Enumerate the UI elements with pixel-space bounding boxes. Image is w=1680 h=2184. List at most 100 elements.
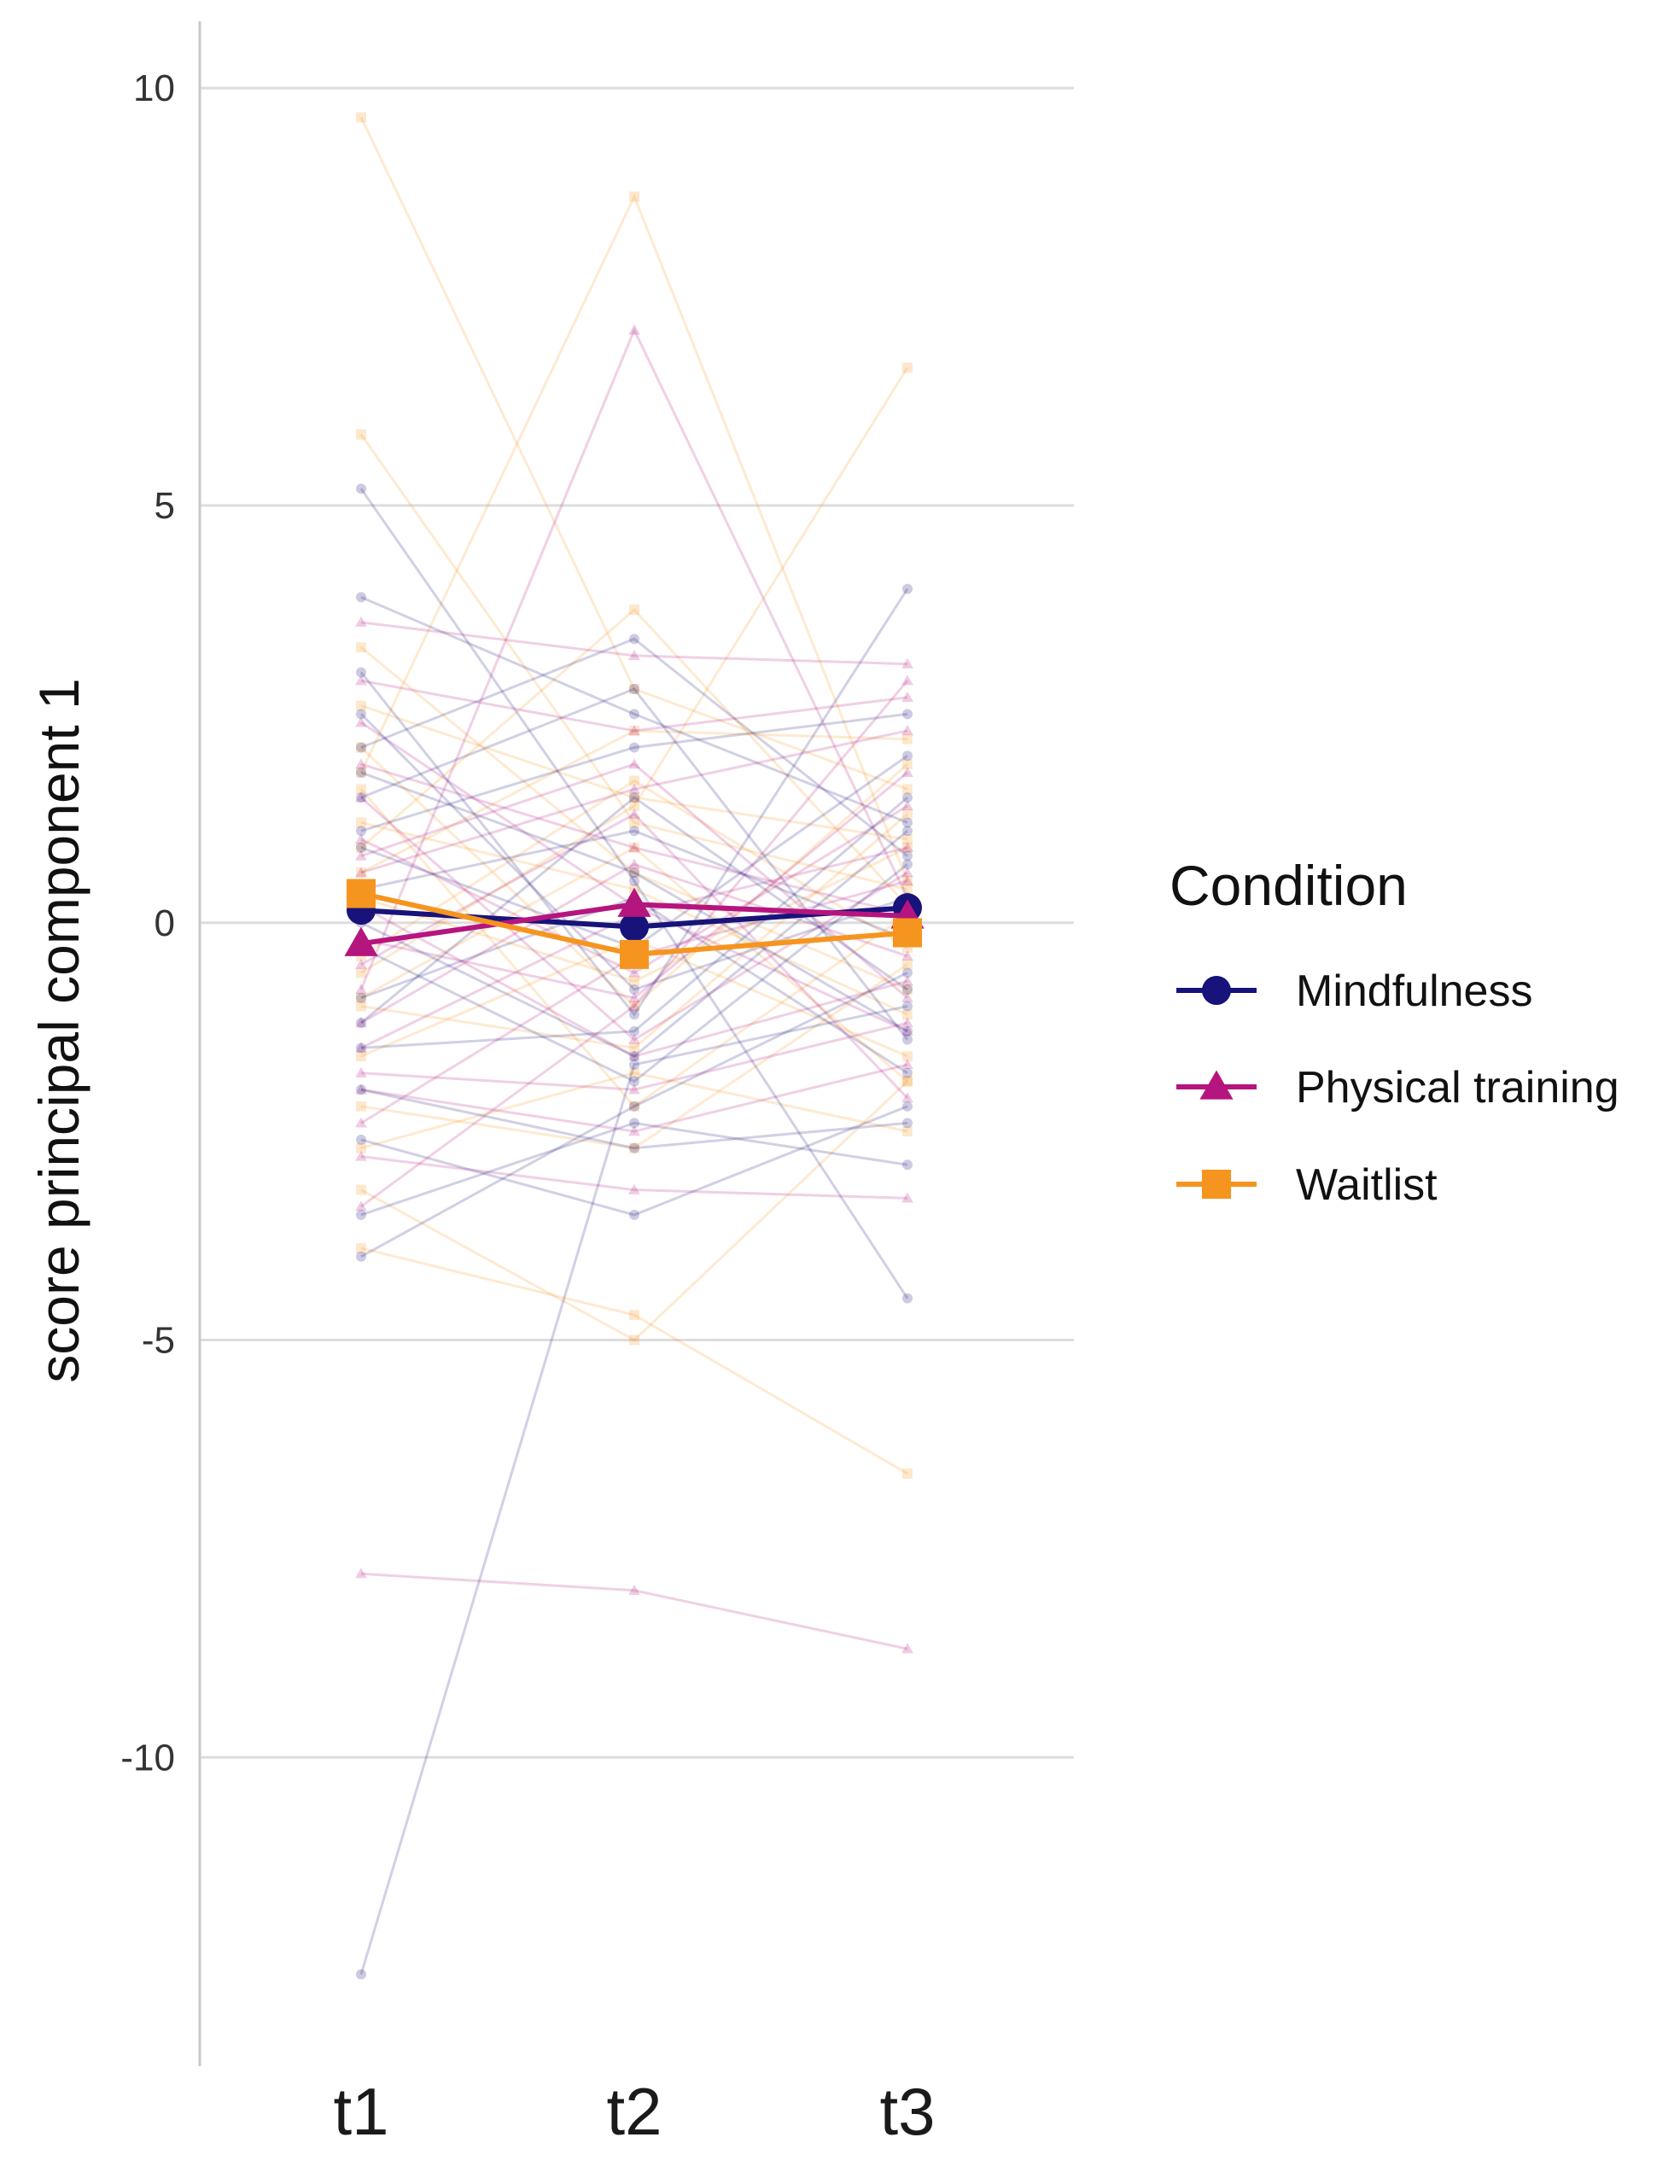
trajectory bbox=[356, 642, 913, 995]
trajectory-point bbox=[355, 758, 367, 769]
trajectory-line bbox=[360, 796, 908, 1042]
trajectory-point bbox=[629, 1076, 639, 1087]
trajectory bbox=[356, 1076, 913, 1346]
trajectory bbox=[355, 1059, 913, 1136]
trajectory-point bbox=[901, 874, 913, 886]
trajectory bbox=[356, 1243, 913, 1479]
trajectory-point bbox=[356, 1969, 366, 1980]
trajectory-point bbox=[902, 750, 913, 762]
trajectory-point bbox=[356, 767, 366, 778]
trajectory-point bbox=[629, 684, 639, 695]
legend: Condition Mindfulness Physical training Wa… bbox=[1170, 854, 1619, 1210]
trajectory-point bbox=[902, 1101, 913, 1112]
legend-entry: Physical training bbox=[1176, 1063, 1619, 1112]
trajectory-point bbox=[902, 583, 913, 594]
trajectory bbox=[355, 1150, 913, 1203]
trajectory-point bbox=[629, 634, 639, 645]
trajectory bbox=[356, 809, 913, 1054]
trajectory-point bbox=[629, 1001, 639, 1012]
trajectory-point bbox=[902, 809, 913, 820]
trajectory bbox=[356, 1001, 913, 1980]
trajectory-point bbox=[902, 1067, 913, 1078]
trajectory-line bbox=[360, 779, 908, 958]
mean-series bbox=[344, 879, 925, 969]
trajectory-point bbox=[356, 429, 366, 440]
y-tick-label: -10 bbox=[120, 1737, 175, 1778]
trajectory bbox=[356, 842, 913, 1087]
trajectory bbox=[355, 799, 913, 978]
legend-marker bbox=[1202, 1170, 1231, 1199]
trajectory-point bbox=[902, 1009, 913, 1020]
trajectory-point bbox=[902, 362, 913, 373]
x-tick-label: t1 bbox=[333, 2074, 388, 2149]
trajectory-point bbox=[356, 842, 366, 853]
trajectory-point bbox=[356, 642, 366, 653]
trajectory-point bbox=[629, 792, 639, 803]
trajectory-point bbox=[355, 674, 367, 686]
trajectory-point bbox=[356, 992, 366, 1003]
legend-label: Physical training bbox=[1296, 1063, 1619, 1112]
trajectory-point bbox=[901, 1192, 913, 1203]
trajectory-line bbox=[360, 813, 908, 1049]
x-tick-labels: t1 t2 t3 bbox=[333, 2074, 935, 2149]
trajectory bbox=[355, 674, 913, 1212]
trajectory-line bbox=[360, 1088, 908, 1150]
trajectory-point bbox=[629, 1101, 639, 1112]
trajectory-point bbox=[902, 1293, 913, 1304]
trajectory-point bbox=[356, 709, 366, 720]
trajectory-point bbox=[355, 1017, 367, 1028]
trajectory-line bbox=[360, 1080, 909, 1342]
trajectory-point bbox=[902, 817, 913, 828]
trajectory-point bbox=[902, 1076, 913, 1087]
trajectory bbox=[355, 616, 913, 669]
trajectory bbox=[355, 1017, 913, 1095]
trajectory-line bbox=[360, 862, 908, 1025]
trajectory bbox=[356, 967, 913, 1262]
trajectory-point bbox=[902, 1051, 913, 1062]
trajectory-point bbox=[902, 792, 913, 803]
series-waitlist bbox=[347, 879, 922, 969]
trajectory-line bbox=[359, 488, 909, 1299]
trajectory-point bbox=[356, 742, 366, 753]
trajectory-line bbox=[360, 1247, 908, 1475]
trajectory-point bbox=[356, 867, 366, 879]
trajectory-point bbox=[629, 775, 639, 786]
trajectory-point bbox=[628, 783, 640, 794]
trajectory-point bbox=[901, 1059, 913, 1070]
trajectory-line bbox=[360, 1105, 908, 1217]
trajectory-point bbox=[901, 867, 913, 878]
y-tick-label: -5 bbox=[142, 1320, 175, 1362]
trajectory bbox=[356, 792, 913, 1029]
mean-point bbox=[344, 926, 378, 956]
trajectory-point bbox=[356, 483, 366, 494]
trajectory bbox=[356, 583, 913, 1020]
trajectory-point bbox=[629, 1142, 639, 1153]
trajectory-line bbox=[360, 712, 908, 832]
trajectory bbox=[356, 700, 913, 844]
trajectory-point bbox=[356, 1184, 366, 1195]
trajectory-point bbox=[356, 1101, 366, 1112]
trajectory-line bbox=[359, 587, 909, 1017]
trajectory-point bbox=[356, 967, 366, 978]
trajectory-point bbox=[629, 976, 639, 987]
trajectory-line bbox=[359, 116, 908, 791]
trajectory-point bbox=[356, 767, 366, 778]
trajectory-point bbox=[355, 1042, 367, 1053]
trajectory-point bbox=[629, 1025, 639, 1037]
mean-point bbox=[620, 912, 649, 942]
trajectory-line bbox=[360, 904, 908, 1058]
trajectory-point bbox=[356, 1134, 366, 1145]
trajectory-point bbox=[629, 984, 639, 995]
trajectory-point bbox=[629, 875, 639, 886]
trajectory-line bbox=[360, 796, 908, 1025]
trajectory bbox=[356, 1101, 913, 1220]
trajectory bbox=[356, 684, 913, 1045]
trajectory bbox=[355, 1568, 913, 1654]
trajectory-point bbox=[902, 1001, 913, 1012]
trajectory-line bbox=[360, 680, 909, 1208]
trajectory-point bbox=[356, 1243, 366, 1253]
trajectory-line bbox=[360, 846, 908, 983]
trajectory-point bbox=[901, 1017, 913, 1028]
trajectory-point bbox=[355, 833, 367, 844]
trajectory-point bbox=[902, 784, 913, 795]
